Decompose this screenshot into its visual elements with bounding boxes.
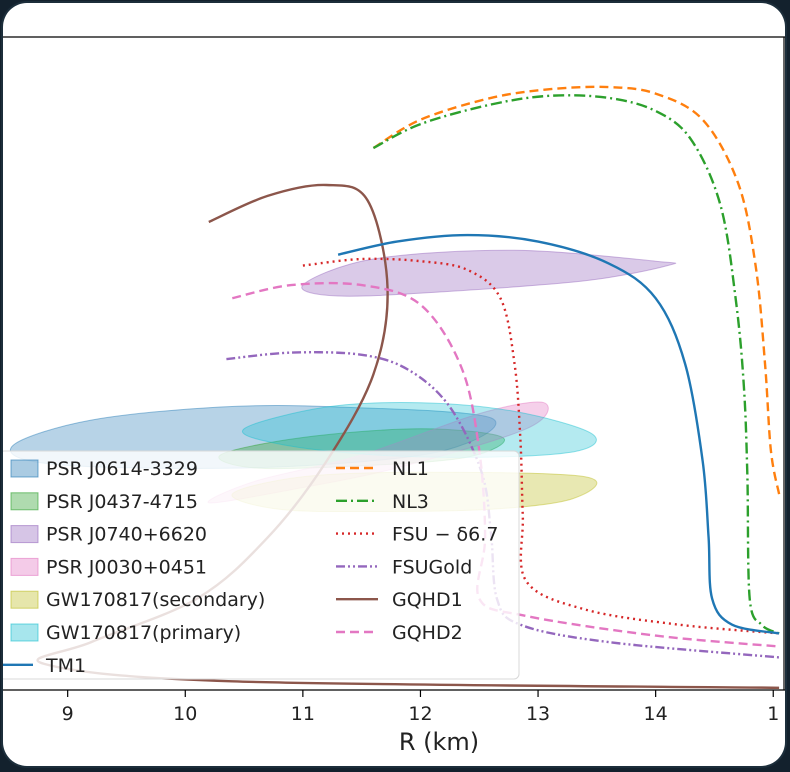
legend-swatch-psr-j0437-4715 xyxy=(10,492,39,511)
legend-label: PSR J0740+6620 xyxy=(46,524,207,546)
legend-label: GQHD1 xyxy=(392,589,463,611)
chart-frame: 9 10 11 12 13 14 1 R (km) PSR J0614-3329 PSR J0… xyxy=(3,3,785,766)
legend-swatch-gw170817-primary xyxy=(10,623,39,642)
legend-label: NL1 xyxy=(392,458,429,480)
region-psr-j0740-6620 xyxy=(301,249,677,297)
legend-label: GW170817(primary) xyxy=(46,622,241,644)
x-tick-label: 12 xyxy=(408,703,432,725)
curve-nl3 xyxy=(372,94,780,635)
x-tick-label: 10 xyxy=(173,703,197,725)
x-tick-label: 11 xyxy=(291,703,315,725)
legend-label: TM1 xyxy=(45,655,86,677)
x-tick-label: 13 xyxy=(526,703,550,725)
legend-label: FSU − δ6.7 xyxy=(392,524,498,546)
curve-nl1 xyxy=(372,85,781,495)
curve-tm1 xyxy=(337,233,780,635)
x-ticks: 9 10 11 12 13 14 1 xyxy=(62,690,779,725)
x-tick-label: 14 xyxy=(644,703,668,725)
legend-box xyxy=(3,450,520,680)
legend-swatch-psr-j0614-3329 xyxy=(10,459,39,478)
legend-label: GQHD2 xyxy=(392,622,463,644)
x-tick-label: 1 xyxy=(767,703,779,725)
legend-swatch-psr-j0030-0451 xyxy=(10,557,39,576)
legend: PSR J0614-3329 PSR J0437-4715 PSR J0740+66… xyxy=(3,450,520,680)
x-tick-label: 9 xyxy=(62,703,74,725)
legend-label: PSR J0437-4715 xyxy=(46,491,198,513)
x-axis-label: R (km) xyxy=(399,728,479,756)
axes xyxy=(3,36,785,691)
legend-label: PSR J0030+0451 xyxy=(46,556,207,578)
legend-label: GW170817(secondary) xyxy=(46,589,265,611)
legend-swatch-psr-j0740-6620 xyxy=(10,525,39,544)
legend-label: NL3 xyxy=(392,491,429,513)
legend-swatch-gw170817-secondary xyxy=(10,590,39,609)
legend-label: PSR J0614-3329 xyxy=(46,458,198,480)
legend-label: FSUGold xyxy=(392,556,472,578)
